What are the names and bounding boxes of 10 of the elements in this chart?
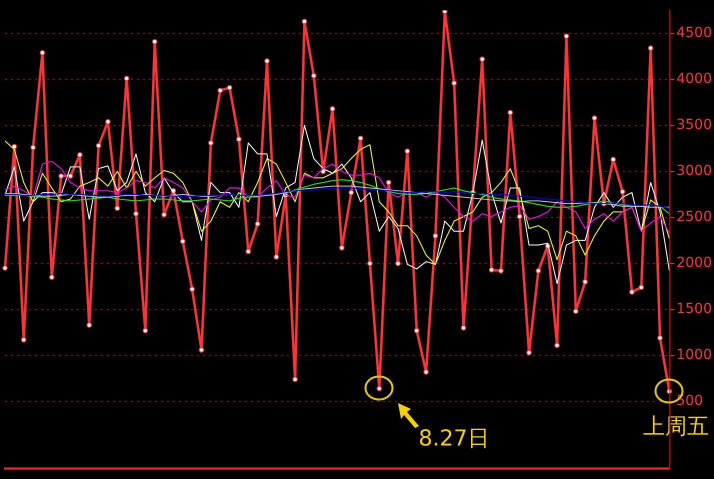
annotation: 8.27日: [418, 426, 490, 452]
y-tick-label: 2500: [676, 209, 712, 226]
y-tick-label: 1500: [676, 301, 712, 318]
y-tick-label: 3500: [676, 117, 712, 134]
y-tick-label: 2000: [676, 255, 712, 272]
y-tick-label: 1000: [676, 347, 712, 364]
y-tick-label: 4500: [676, 25, 712, 42]
y-tick-label: 500: [676, 393, 704, 410]
y-tick-label: 3000: [676, 163, 712, 180]
y-tick-label: 4000: [676, 71, 712, 88]
